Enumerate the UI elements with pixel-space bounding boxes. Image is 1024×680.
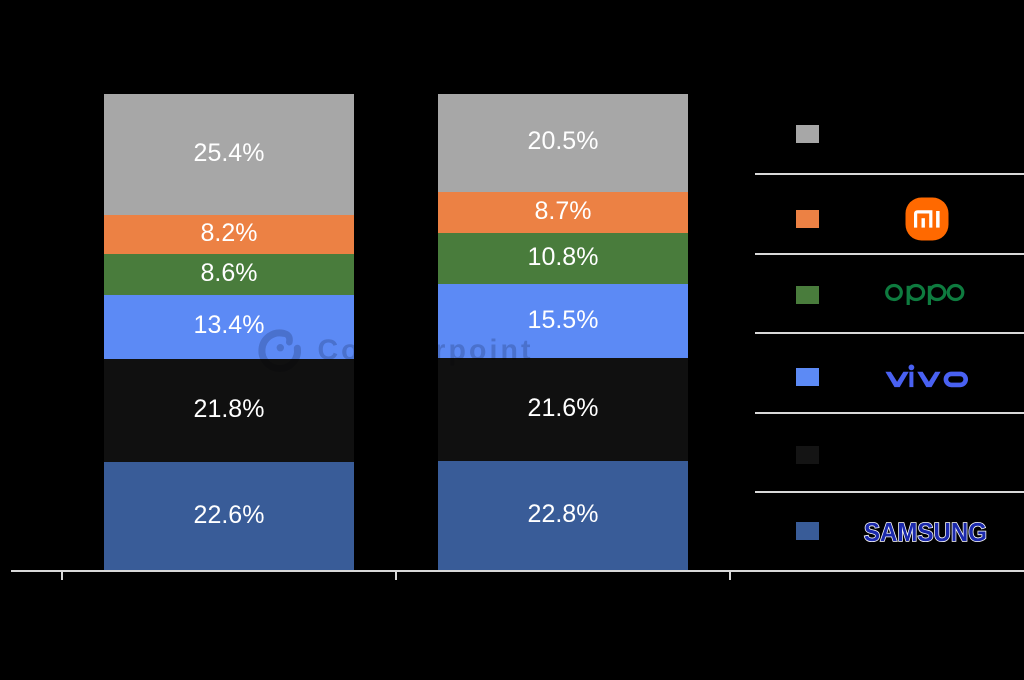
svg-text:Counterpoint: Counterpoint xyxy=(318,334,534,366)
svg-text:SAMSUNG: SAMSUNG xyxy=(864,518,987,546)
